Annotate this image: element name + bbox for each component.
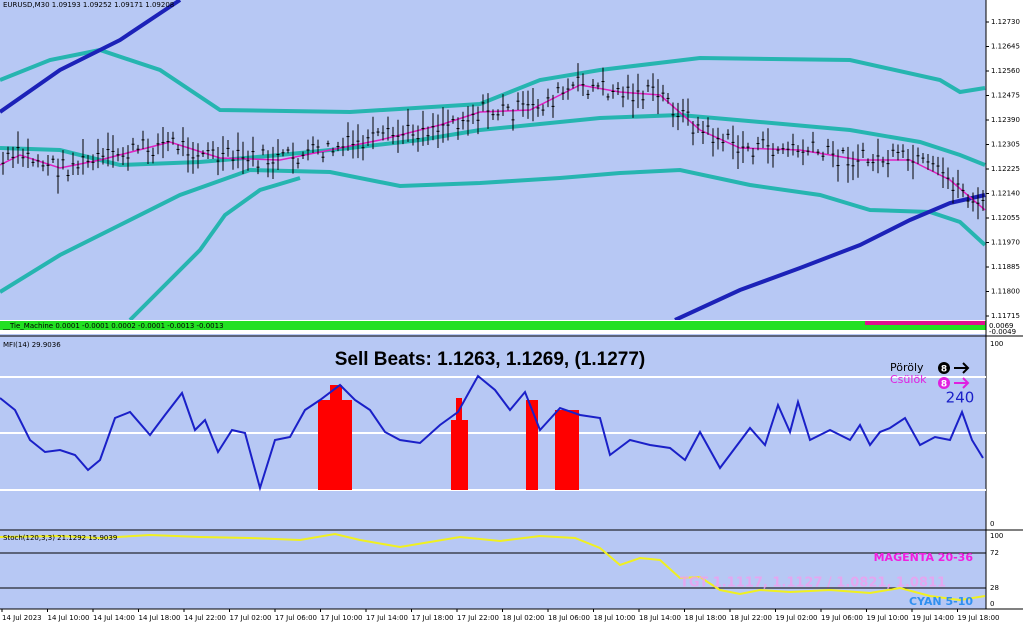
price-label: 1.11800 [991, 288, 1020, 296]
price-label: 1.12055 [991, 214, 1020, 222]
marker-label: 8 [941, 380, 947, 390]
price-label: 1.12645 [991, 43, 1020, 51]
price-label: 1.12730 [991, 18, 1020, 26]
price-label: 1.12140 [991, 190, 1020, 198]
price-label: 1.11970 [991, 239, 1020, 247]
mfi-label: MFI(14) 29.9036 [3, 341, 61, 349]
time-label: 18 Jul 18:00 [685, 614, 727, 622]
bar [318, 400, 352, 490]
bar [451, 420, 468, 490]
time-axis-bg [0, 609, 1023, 625]
price-label: 1.12390 [991, 116, 1020, 124]
marker-label: 8 [941, 365, 947, 375]
time-label: 17 Jul 06:00 [275, 614, 317, 622]
time-label: 17 Jul 18:00 [412, 614, 454, 622]
axis-label: 100 [990, 532, 1003, 540]
time-label: 19 Jul 06:00 [821, 614, 863, 622]
time-label: 19 Jul 02:00 [776, 614, 818, 622]
time-label: 18 Jul 10:00 [594, 614, 636, 622]
tie-label: __Tie_Machine 0.0001 -0.0001 0.0002 -0.0… [2, 322, 224, 330]
time-label: 17 Jul 10:00 [321, 614, 363, 622]
annotation: Sell Beats: 1.1263, 1.1269, (1.1277) [335, 349, 646, 370]
time-label: 14 Jul 14:00 [93, 614, 135, 622]
price-axis: 1.12730 1.12645 1.12560 1.12475 1.12390 1.123… [986, 18, 1020, 320]
time-label: 18 Jul 06:00 [548, 614, 590, 622]
time-label: 19 Jul 18:00 [958, 614, 1000, 622]
mfi-levels [0, 376, 986, 491]
outer-band [128, 176, 301, 322]
upper-band [0, 47, 986, 115]
lower-band [0, 167, 987, 294]
note: CYAN 5-10 [909, 595, 973, 608]
legend-name: Pöröly [890, 361, 924, 374]
time-label: 17 Jul 22:00 [457, 614, 499, 622]
marker [938, 362, 950, 374]
signal-line [0, 84, 986, 211]
marker [938, 377, 950, 389]
time-label: 18 Jul 22:00 [730, 614, 772, 622]
axis-label: 0 [990, 520, 994, 528]
time-label: 14 Jul 22:00 [184, 614, 226, 622]
time-label: 18 Jul 14:00 [639, 614, 681, 622]
axis-label: 28 [990, 584, 999, 592]
right-axis-bg [986, 0, 1023, 625]
ma-line [0, 0, 182, 114]
time-label: 17 Jul 02:00 [230, 614, 272, 622]
mfi-bars [318, 385, 579, 490]
price-label: 1.12475 [991, 92, 1020, 100]
axis-label: 72 [990, 549, 999, 557]
ma-line [674, 193, 986, 322]
axis-label: 0 [990, 600, 994, 608]
tie-strip [0, 321, 986, 330]
candles [1, 63, 985, 220]
time-label: 19 Jul 14:00 [912, 614, 954, 622]
time-label: 18 Jul 02:00 [503, 614, 545, 622]
axis-label: 100 [990, 340, 1003, 348]
price-label: 1.12305 [991, 141, 1020, 149]
note: MAGENTA 20-36 [874, 551, 974, 564]
stoch-label: Stoch(120,3,3) 21.1292 15.9039 [3, 534, 117, 542]
arrow [954, 362, 970, 374]
legend-name: Csülök [890, 373, 927, 386]
time-label: 17 Jul 14:00 [366, 614, 408, 622]
tie-strip-alert [865, 321, 985, 325]
stoch-line [0, 532, 986, 602]
price-label: 1.11885 [991, 263, 1020, 271]
price-label: 1.12225 [991, 165, 1020, 173]
period: 240 [946, 389, 975, 407]
bands [0, 0, 987, 322]
axis-label: 0.0069 [989, 322, 1014, 330]
time-label: 14 Jul 2023 [2, 614, 42, 622]
time-axis: 14 Jul 2023 14 Jul 10:00 14 Jul 14:00 14 Ju… [1, 609, 1000, 622]
bar [526, 400, 538, 490]
symbol-header: EURUSD,M30 1.09193 1.09252 1.09171 1.092… [3, 1, 174, 9]
mfi-line [0, 374, 984, 492]
price-label: 1.12560 [991, 67, 1020, 75]
time-label: 19 Jul 10:00 [867, 614, 909, 622]
bar [555, 410, 579, 490]
arrow [954, 377, 970, 389]
note: TGT 1.1117, 1.1127 / 1.0821, 1.0811 [680, 576, 946, 591]
time-label: 14 Jul 10:00 [48, 614, 90, 622]
time-label: 14 Jul 18:00 [139, 614, 181, 622]
price-label: 1.11715 [991, 312, 1020, 320]
middle-band [0, 112, 986, 168]
axis-label: -0.0049 [989, 328, 1016, 336]
